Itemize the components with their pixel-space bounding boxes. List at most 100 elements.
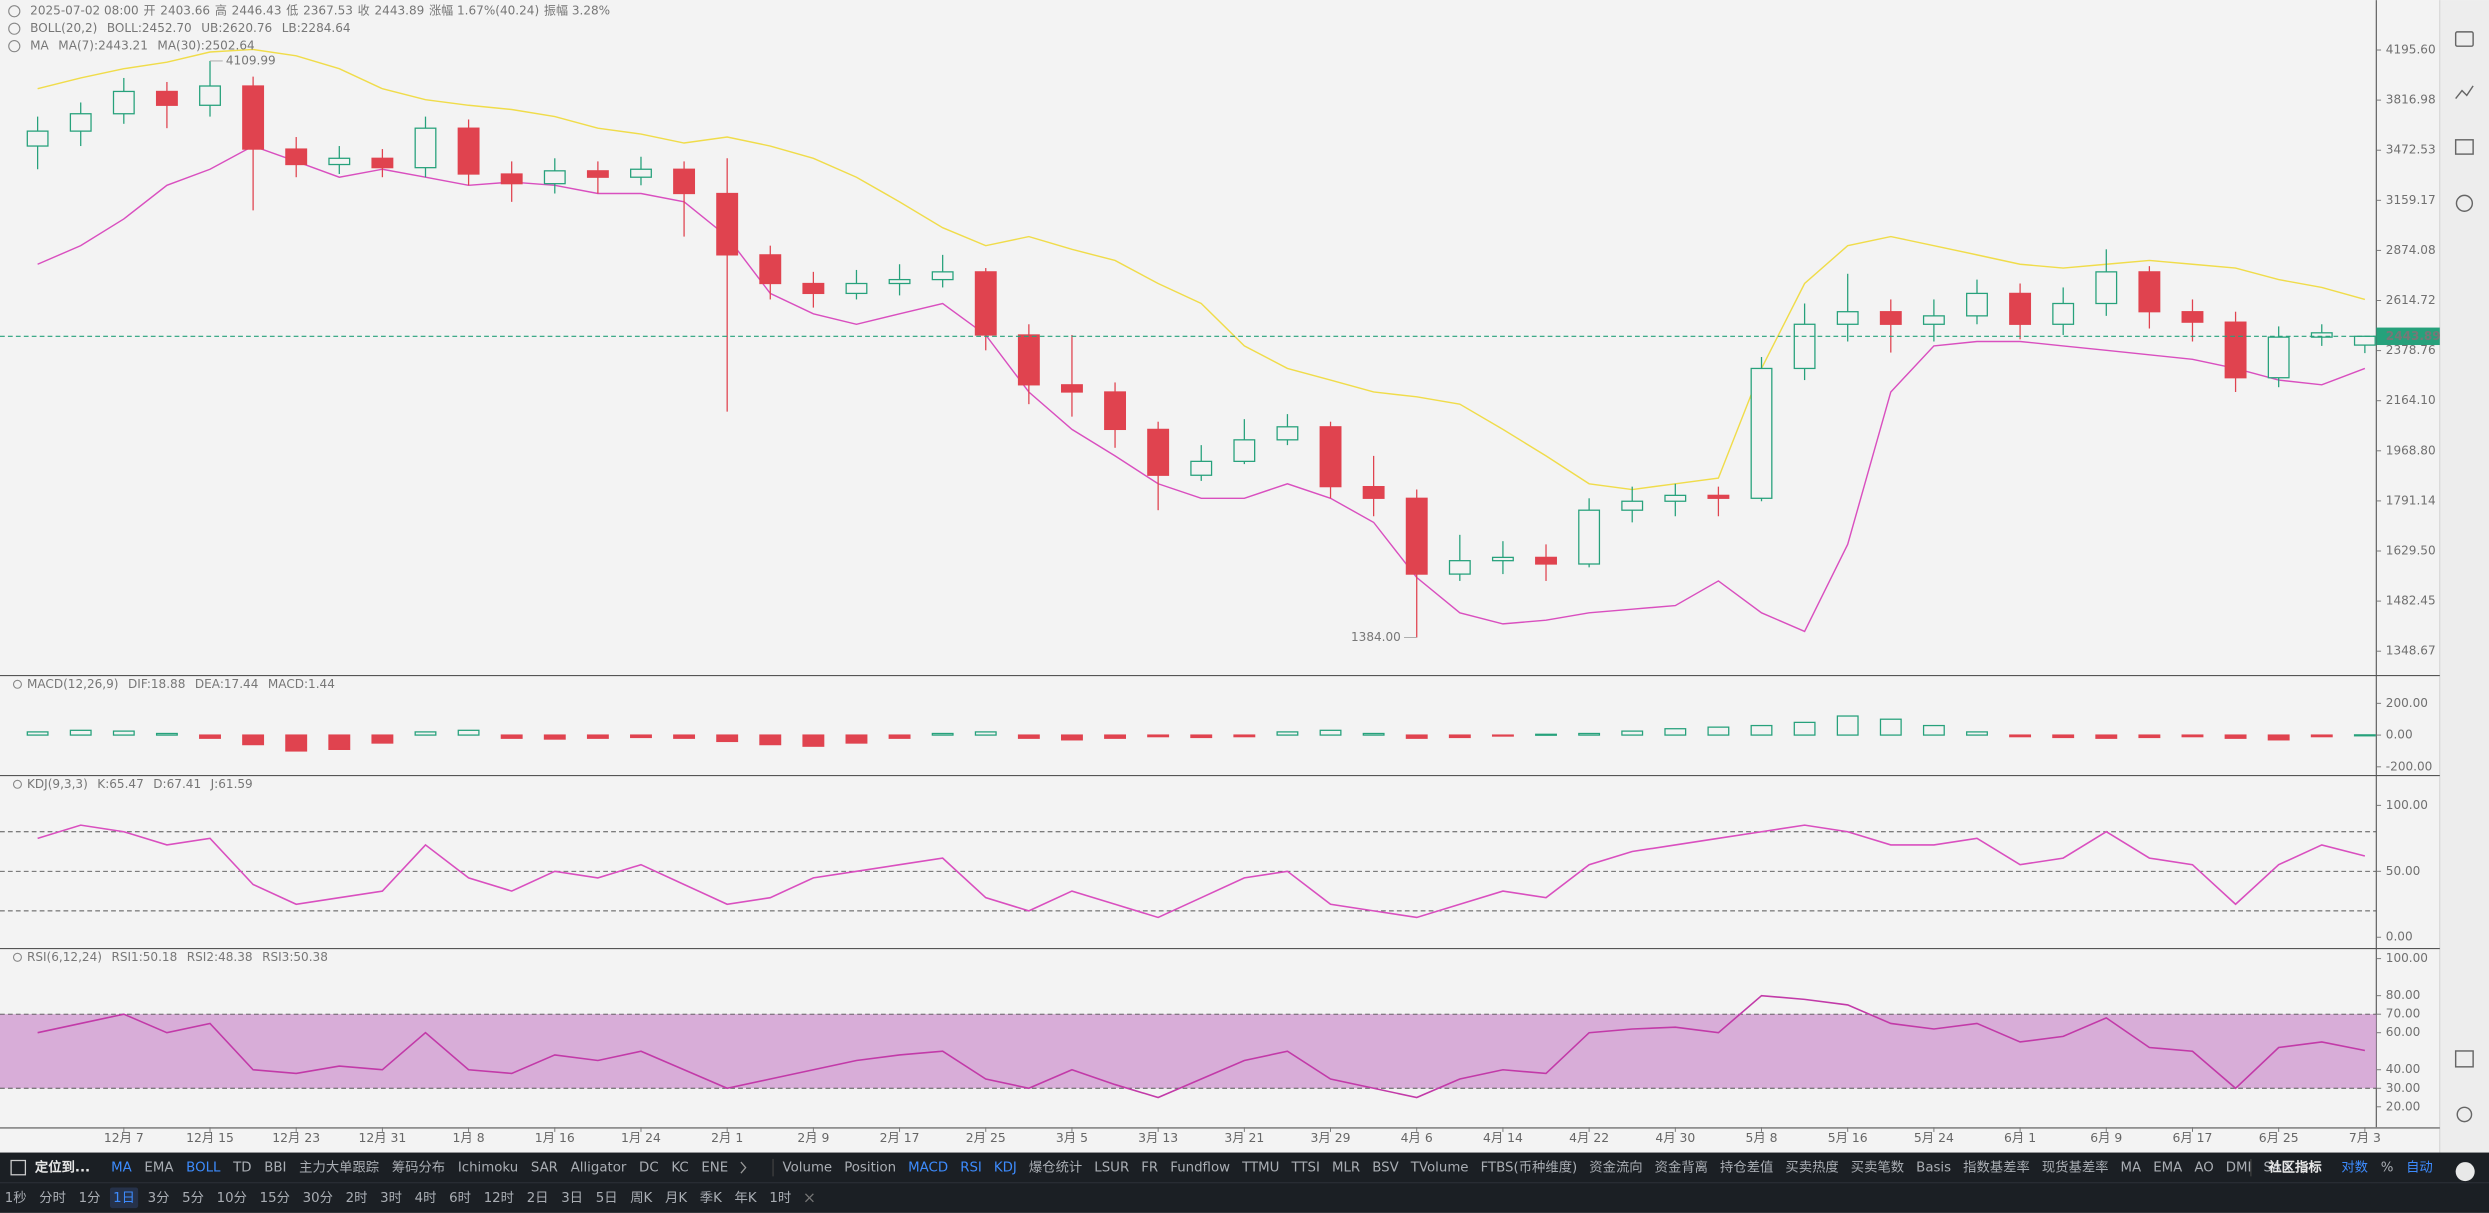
timeframe[interactable]: 6时 [449, 1190, 471, 1206]
timeframe[interactable]: 15分 [260, 1190, 290, 1206]
timeframe[interactable]: 周K [630, 1191, 653, 1206]
toolbar-item[interactable]: BSV [1372, 1161, 1399, 1176]
toolbar-item[interactable]: BBI [264, 1161, 286, 1176]
macd-bar [26, 731, 49, 736]
change: 涨幅 1.67%(40.24) [429, 3, 539, 18]
legend-icon[interactable] [8, 22, 21, 35]
icon-button[interactable] [2454, 1050, 2474, 1068]
toolbar-item[interactable]: MLR [1332, 1161, 1360, 1176]
community-indicators[interactable]: 社区指标 [2267, 1159, 2322, 1176]
timeframe[interactable]: 2日 [527, 1191, 549, 1206]
amplitude: 振幅 3.28% [544, 3, 610, 18]
toolbar-item[interactable]: Alligator [571, 1161, 627, 1176]
toolbar-item[interactable]: SAR [2264, 1161, 2291, 1176]
timeframe[interactable]: 3时 [380, 1190, 402, 1206]
timeframe[interactable]: 年K [735, 1190, 758, 1206]
toolbar-item[interactable]: SAR [531, 1161, 558, 1176]
toolbar-item[interactable]: MA [2121, 1161, 2142, 1176]
y-tick-label: 20.00 [2386, 1099, 2421, 1113]
toolbar-item[interactable]: 资金背离 [1655, 1159, 1708, 1176]
timeframe[interactable]: 月K [665, 1191, 688, 1206]
toolbar-item[interactable]: TTMU [1241, 1161, 1279, 1176]
candle-body [1233, 439, 1256, 462]
toolbar-item[interactable]: DMI [2226, 1161, 2252, 1176]
avatar-icon[interactable] [2455, 1162, 2475, 1182]
toolbar-item[interactable]: KC [671, 1161, 688, 1176]
toolbar-item[interactable]: FTBS(币种维度) [1481, 1160, 1578, 1176]
timeframe[interactable]: 10分 [217, 1190, 247, 1206]
locate-button[interactable]: 定位到... [35, 1159, 90, 1176]
toolbar-item[interactable]: AO [2194, 1161, 2213, 1176]
timeframe[interactable]: 5日 [596, 1191, 618, 1206]
high-label: 高 [215, 3, 227, 18]
timeframe[interactable]: 2时 [346, 1190, 368, 1206]
toolbar-item[interactable]: TVolume [1410, 1161, 1469, 1176]
header-icon[interactable] [8, 5, 21, 18]
timeframe[interactable]: 5分 [182, 1190, 204, 1206]
toolbar-item[interactable]: Fundflow [1170, 1161, 1230, 1176]
y-tick-label: 200.00 [2386, 696, 2428, 710]
x-tick-label: 6月 9 [2090, 1131, 2122, 1145]
legend-entry: DEA:17.44 [195, 677, 258, 691]
close-icon[interactable] [804, 1193, 814, 1203]
toolbar-item[interactable]: Position [844, 1161, 896, 1176]
toolbar-item[interactable]: Basis [1916, 1161, 1951, 1176]
toolbar-item[interactable]: EMA [2153, 1161, 2182, 1176]
toolbar-item[interactable]: EMA [144, 1161, 173, 1176]
toolbar-item[interactable]: LSUR [1094, 1161, 1129, 1176]
toolbar-item[interactable]: FR [1141, 1161, 1158, 1176]
toolbar-item[interactable]: BOLL [186, 1161, 221, 1176]
timeframe[interactable]: 3日 [561, 1191, 583, 1206]
sidebar-icons [2454, 31, 2474, 1123]
x-tick-label: 12月 7 [104, 1131, 144, 1145]
icon-button[interactable] [2454, 139, 2474, 155]
toolbar-item[interactable]: TD [232, 1161, 251, 1176]
timeframe[interactable]: 30分 [303, 1190, 333, 1206]
legend-icon[interactable] [8, 40, 21, 53]
timeframe[interactable]: 3分 [148, 1190, 170, 1206]
toolbar-item[interactable]: 买卖热度 [1785, 1160, 1838, 1176]
macd-bar [2181, 734, 2204, 738]
toolbar-item[interactable]: 主力大单跟踪 [299, 1160, 379, 1176]
timeframe[interactable]: 4时 [415, 1190, 437, 1206]
timeframe[interactable]: 分时 [39, 1190, 66, 1206]
more-chevron[interactable] [2302, 1161, 2309, 1174]
toolbar-item[interactable]: DC [639, 1161, 659, 1176]
timeframe[interactable]: 12时 [484, 1190, 514, 1206]
toolbar-item[interactable]: TTSI [1290, 1161, 1319, 1176]
toolbar-item[interactable]: ENE [701, 1161, 728, 1176]
toolbar-item[interactable]: 对数 [2341, 1160, 2368, 1176]
toolbar-item[interactable]: 筹码分布 [392, 1159, 445, 1176]
toolbar-item[interactable]: MA [111, 1161, 132, 1176]
icon-button[interactable] [2456, 1106, 2473, 1123]
candle-body [931, 271, 954, 281]
icon-button[interactable] [2455, 85, 2474, 99]
toolbar-item[interactable]: % [2381, 1161, 2394, 1176]
low-label: 1384.00 [1351, 630, 1401, 644]
y-tick-label: 100.00 [2386, 798, 2428, 812]
timeframe[interactable]: 1日 [113, 1191, 135, 1206]
x-tick-label: 3月 21 [1224, 1131, 1264, 1145]
timeframe[interactable]: 1秒 [5, 1190, 27, 1206]
timeframe[interactable]: 1时 [769, 1190, 791, 1206]
timeframe[interactable]: 1分 [79, 1190, 101, 1206]
toolbar-item[interactable]: 现货基差率 [2042, 1159, 2109, 1176]
toolbar-item[interactable]: MACD [908, 1161, 948, 1176]
locate-icon[interactable] [10, 1159, 27, 1176]
toolbar-item[interactable]: Ichimoku [458, 1161, 518, 1176]
toolbar-item[interactable]: 资金流向 [1589, 1160, 1642, 1176]
x-tick-label: 1月 24 [621, 1131, 661, 1145]
icon-button[interactable] [2454, 31, 2474, 47]
timeframe[interactable]: 季K [700, 1190, 723, 1206]
toolbar-item[interactable]: KDJ [994, 1161, 1017, 1176]
toolbar-item[interactable]: RSI [960, 1161, 982, 1176]
sidebar [2439, 0, 2489, 1153]
toolbar-item[interactable]: 买卖笔数 [1851, 1160, 1904, 1176]
toolbar-item[interactable]: 持仓差值 [1720, 1160, 1773, 1176]
toolbar-item[interactable]: 指数基差率 [1963, 1159, 2030, 1176]
toolbar-item[interactable]: 爆仓统计 [1029, 1160, 1082, 1176]
toolbar-item[interactable]: 自动 [2406, 1160, 2433, 1176]
icon-button[interactable] [2455, 194, 2474, 212]
more-chevron[interactable] [740, 1161, 747, 1174]
toolbar-item[interactable]: Volume [783, 1161, 833, 1176]
